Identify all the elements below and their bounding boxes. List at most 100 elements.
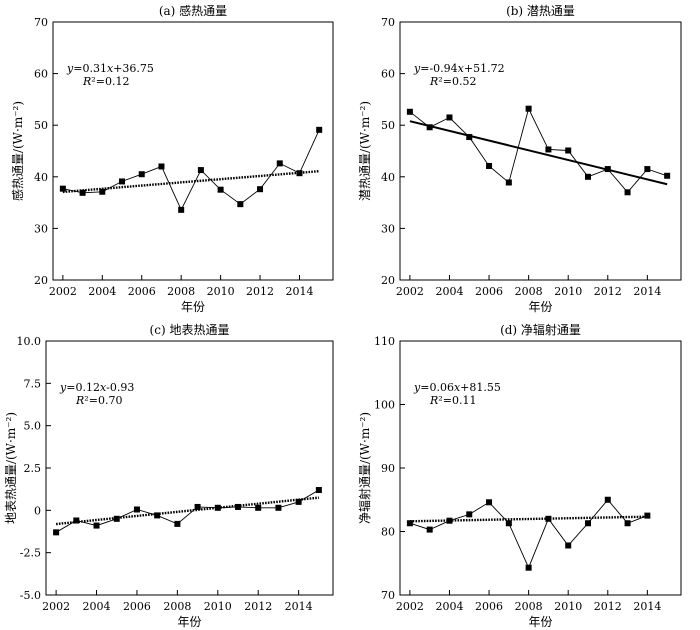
y-axis-label: 净辐射通量/(W·m⁻²) [357,412,372,524]
data-point [53,529,60,536]
y-tick-label: 70 [34,16,48,29]
data-point [545,515,552,522]
data-point [194,503,201,510]
x-tick-label: 2006 [475,285,503,298]
y-axis-label: 潜热通量/(W·m⁻²) [358,101,372,201]
data-point [197,167,204,174]
x-tick-label: 2006 [475,600,503,613]
data-point [158,163,165,170]
data-point [466,511,473,518]
chart-panel-1: (a) 感热通量 20 30 40 50 60 70 2002 2004 2006 2008 2010… [10,3,334,314]
trend-line [409,120,668,186]
x-axis-label: 年份 [177,615,201,629]
chart-panel-2: (b) 潜热通量 20 30 40 50 60 70 2002 2004 2006 2008 2010… [358,4,682,314]
data-point [446,114,453,121]
data-point [604,496,611,503]
data-point [237,201,244,208]
trend-line [62,169,320,194]
x-axis-label: 年份 [181,300,205,314]
data-point [624,189,631,196]
data-point [59,185,66,192]
y-tick-label: 100 [374,399,395,412]
plot-frame [52,21,334,281]
data-point [525,564,532,571]
series-line [409,499,648,569]
y-tick-label: 50 [381,119,395,132]
y-tick-label: 30 [381,222,395,235]
chart-panel-4: (d) 净辐射通量 70 80 90 100 110 2002 2004 2006 2008 201… [357,322,682,629]
x-tick-label: 2008 [163,600,191,613]
data-point [644,166,651,173]
y-axis-label: 感热通量/(W·m⁻²) [10,101,25,201]
plot-frame [399,340,682,596]
data-point [133,506,140,513]
x-tick-label: 2014 [633,285,661,298]
data-point [584,173,591,180]
series-line [409,107,668,193]
data-point [644,512,651,519]
y-tick-label: 50 [34,119,48,132]
x-tick-label: 2012 [594,285,622,298]
x-tick-label: 2004 [435,600,463,613]
data-point [214,504,221,511]
trend-line [409,515,648,523]
y-tick-label: 20 [34,274,48,287]
data-point [406,520,413,527]
regression-equation: y=-0.94x+51.72 [413,62,505,75]
data-point [73,517,80,524]
data-point [624,520,631,527]
data-point [525,105,532,112]
x-tick-label: 2010 [207,285,235,298]
data-point [174,520,181,527]
y-tick-label: 40 [34,171,48,184]
data-point [119,178,126,185]
x-tick-label: 2008 [515,600,543,613]
r-squared: R²=0.11 [429,394,476,407]
y-tick-label: 80 [381,526,395,539]
data-point [545,146,552,153]
x-tick-label: 2002 [49,285,77,298]
data-point [584,520,591,527]
y-tick-label: 30 [34,222,48,235]
data-point [113,515,120,522]
y-tick-label: 7.5 [24,377,42,390]
data-point [446,517,453,524]
data-point [505,520,512,527]
data-point [565,147,572,154]
y-tick-label: 10.0 [17,335,42,348]
x-tick-label: 2012 [244,600,272,613]
y-tick-label: 60 [381,68,395,81]
data-point [257,186,264,193]
y-tick-label: 90 [381,462,395,475]
data-point [604,166,611,173]
regression-equation: y=0.06x+81.55 [413,381,501,394]
plot-frame [45,340,334,596]
data-point [276,160,283,167]
data-point [466,134,473,141]
x-axis-label: 年份 [528,615,552,629]
x-tick-label: 2006 [128,285,156,298]
data-point [406,108,413,115]
x-tick-label: 2002 [42,600,70,613]
x-tick-label: 2004 [88,285,116,298]
x-tick-label: 2010 [204,600,232,613]
x-tick-label: 2002 [396,600,424,613]
data-point [486,162,493,169]
plot-frame [399,21,682,281]
x-tick-label: 2008 [167,285,195,298]
series-line [62,129,320,211]
y-axis-label: 地表热通量/(W·m⁻²) [4,412,18,524]
x-tick-label: 2014 [285,600,313,613]
regression-equation: y=0.12x-0.93 [59,381,134,394]
data-point [255,504,262,511]
x-tick-label: 2006 [123,600,151,613]
r-squared: R²=0.52 [429,75,476,88]
x-tick-label: 2012 [594,600,622,613]
x-tick-label: 2002 [396,285,424,298]
data-point [315,487,322,494]
chart-title: (c) 地表热通量 [150,323,230,337]
y-tick-label: 5.0 [24,420,42,433]
x-tick-label: 2004 [83,600,111,613]
data-point [93,522,100,529]
